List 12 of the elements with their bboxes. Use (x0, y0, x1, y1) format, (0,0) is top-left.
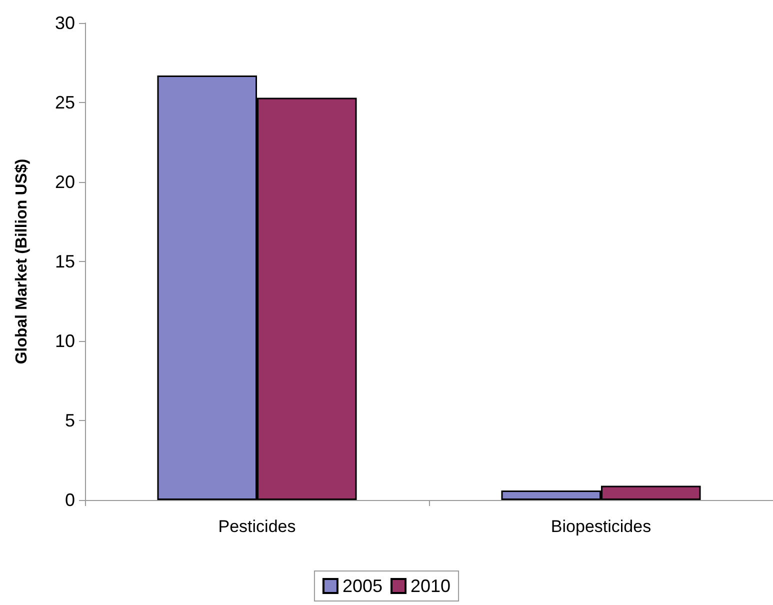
x-tick-label: Pesticides (218, 517, 296, 536)
y-tick-label: 10 (54, 331, 75, 351)
y-axis-title: Global Market (Billion US$) (14, 158, 30, 364)
y-tick-label: 30 (54, 13, 75, 33)
legend-label: 2005 (342, 576, 383, 596)
y-tick-label: 25 (54, 92, 75, 112)
x-tick-label: Biopesticides (550, 517, 652, 536)
y-tick-label: 20 (54, 172, 75, 192)
y-tick-label: 15 (54, 252, 75, 272)
y-tick-label: 5 (64, 410, 75, 430)
y-tick-label: 0 (64, 490, 75, 510)
legend-label: 2010 (410, 576, 451, 596)
